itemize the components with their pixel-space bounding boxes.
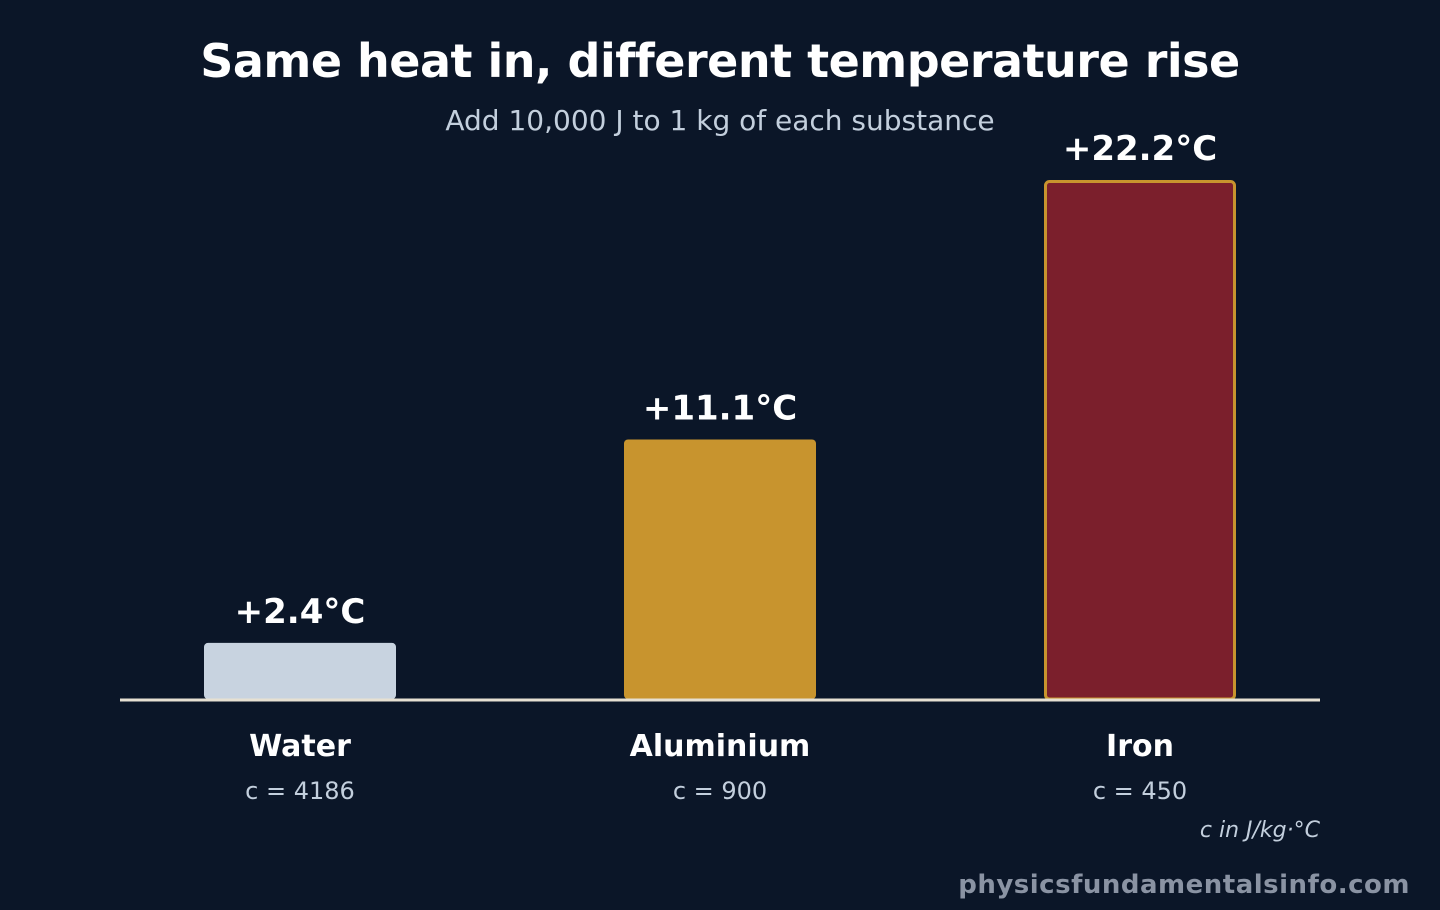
bar-aluminium bbox=[624, 439, 816, 699]
specific-heat-label-water: c = 4186 bbox=[245, 777, 355, 805]
value-label-water: +2.4°C bbox=[235, 592, 366, 632]
value-label-aluminium: +11.1°C bbox=[643, 389, 797, 429]
bar-iron bbox=[1044, 180, 1236, 701]
chart-subtitle: Add 10,000 J to 1 kg of each substance bbox=[445, 104, 995, 137]
bar-water bbox=[204, 642, 396, 699]
site-watermark: physicsfundamentalsinfo.com bbox=[958, 870, 1410, 900]
category-label-aluminium: Aluminium bbox=[630, 729, 811, 764]
units-footnote: c in J/kg·°C bbox=[1199, 818, 1320, 843]
category-label-iron: Iron bbox=[1106, 729, 1174, 764]
chart-title: Same heat in, different temperature rise bbox=[200, 34, 1240, 88]
value-label-iron: +22.2°C bbox=[1063, 129, 1217, 169]
specific-heat-label-iron: c = 450 bbox=[1093, 777, 1187, 805]
category-label-water: Water bbox=[249, 729, 351, 764]
specific-heat-label-aluminium: c = 900 bbox=[673, 777, 767, 805]
